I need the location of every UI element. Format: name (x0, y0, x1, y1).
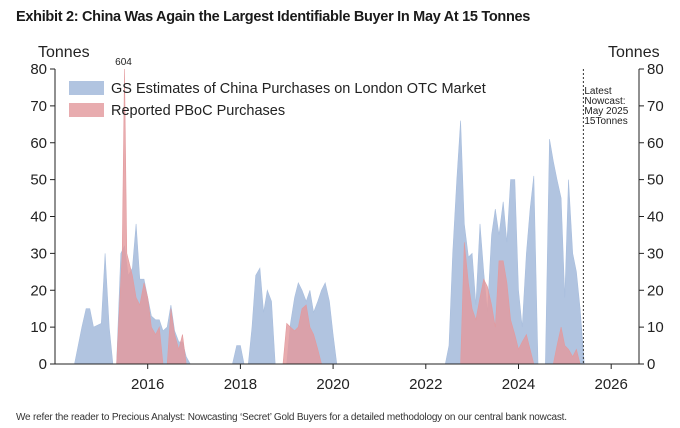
y-tick-label-right: 60 (647, 135, 664, 152)
y-tick-label-right: 70 (647, 98, 664, 115)
y-tick-label-right: 10 (647, 319, 664, 336)
x-tick-label: 2024 (502, 376, 535, 393)
legend: GS Estimates of China Purchases on Londo… (69, 81, 486, 119)
nowcast-label-line: 15Tonnes (584, 116, 627, 127)
chart-title: Exhibit 2: China Was Again the Largest I… (16, 9, 531, 25)
y-tick-label-left: 60 (30, 135, 47, 152)
x-tick-label: 2016 (131, 376, 164, 393)
y-axis-label-right: Tonnes (608, 44, 660, 61)
legend-swatch (69, 103, 104, 117)
nowcast-label-line: Latest (584, 86, 611, 97)
y-tick-label-right: 0 (647, 356, 655, 373)
footnote: We refer the reader to Precious Analyst:… (16, 412, 567, 423)
y-tick-label-left: 10 (30, 319, 47, 336)
y-tick-label-right: 20 (647, 282, 664, 299)
y-tick-label-left: 40 (30, 209, 47, 226)
y-tick-label-left: 50 (30, 172, 47, 189)
x-tick-label: 2022 (409, 376, 442, 393)
x-tick-label: 2020 (316, 376, 349, 393)
x-tick-label: 2018 (224, 376, 257, 393)
legend-label: GS Estimates of China Purchases on Londo… (111, 81, 486, 97)
legend-label: Reported PBoC Purchases (111, 103, 285, 119)
y-tick-label-right: 80 (647, 61, 664, 78)
peak-value-label: 604 (115, 57, 132, 68)
legend-swatch (69, 81, 104, 95)
y-tick-label-right: 30 (647, 245, 664, 262)
nowcast-label-line: Nowcast: (584, 96, 625, 107)
nowcast-label-line: May 2025 (584, 106, 628, 117)
y-axis-label-left: Tonnes (38, 44, 90, 61)
y-tick-label-right: 40 (647, 209, 664, 226)
y-tick-label-left: 0 (39, 356, 47, 373)
x-tick-label: 2026 (595, 376, 628, 393)
y-tick-label-left: 80 (30, 61, 47, 78)
y-tick-label-right: 50 (647, 172, 664, 189)
y-tick-label-left: 30 (30, 245, 47, 262)
series-area-gs-estimates (74, 120, 585, 365)
y-tick-label-left: 20 (30, 282, 47, 299)
y-tick-label-left: 70 (30, 98, 47, 115)
